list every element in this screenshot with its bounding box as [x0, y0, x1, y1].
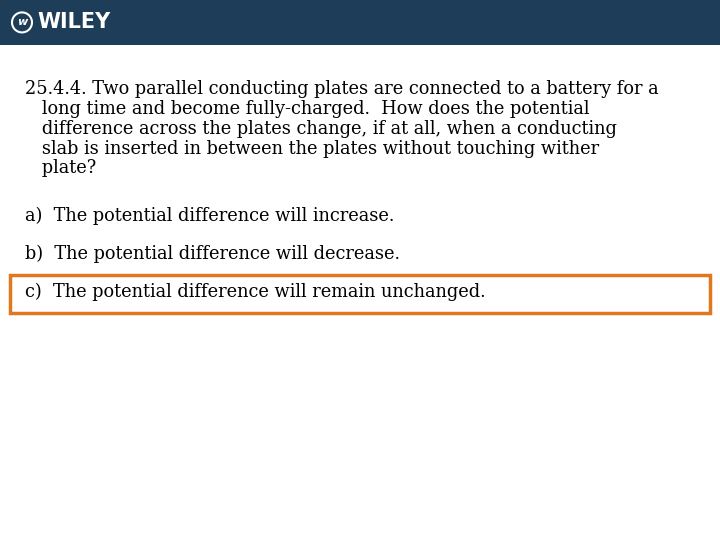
Text: slab is inserted in between the plates without touching wither: slab is inserted in between the plates w…: [25, 139, 599, 158]
Text: 25.4.4. Two parallel conducting plates are connected to a battery for a: 25.4.4. Two parallel conducting plates a…: [25, 80, 659, 98]
Text: WILEY: WILEY: [37, 12, 110, 32]
Text: difference across the plates change, if at all, when a conducting: difference across the plates change, if …: [25, 120, 617, 138]
Bar: [0, 0, 720, 45]
Text: long time and become fully-charged.  How does the potential: long time and become fully-charged. How …: [25, 100, 590, 118]
Text: b)  The potential difference will decrease.: b) The potential difference will decreas…: [25, 245, 400, 264]
Bar: [10, 275, 710, 313]
Text: plate?: plate?: [25, 159, 96, 177]
Text: c)  The potential difference will remain unchanged.: c) The potential difference will remain …: [25, 283, 485, 301]
Text: a)  The potential difference will increase.: a) The potential difference will increas…: [25, 207, 395, 226]
Text: w: w: [17, 17, 27, 28]
